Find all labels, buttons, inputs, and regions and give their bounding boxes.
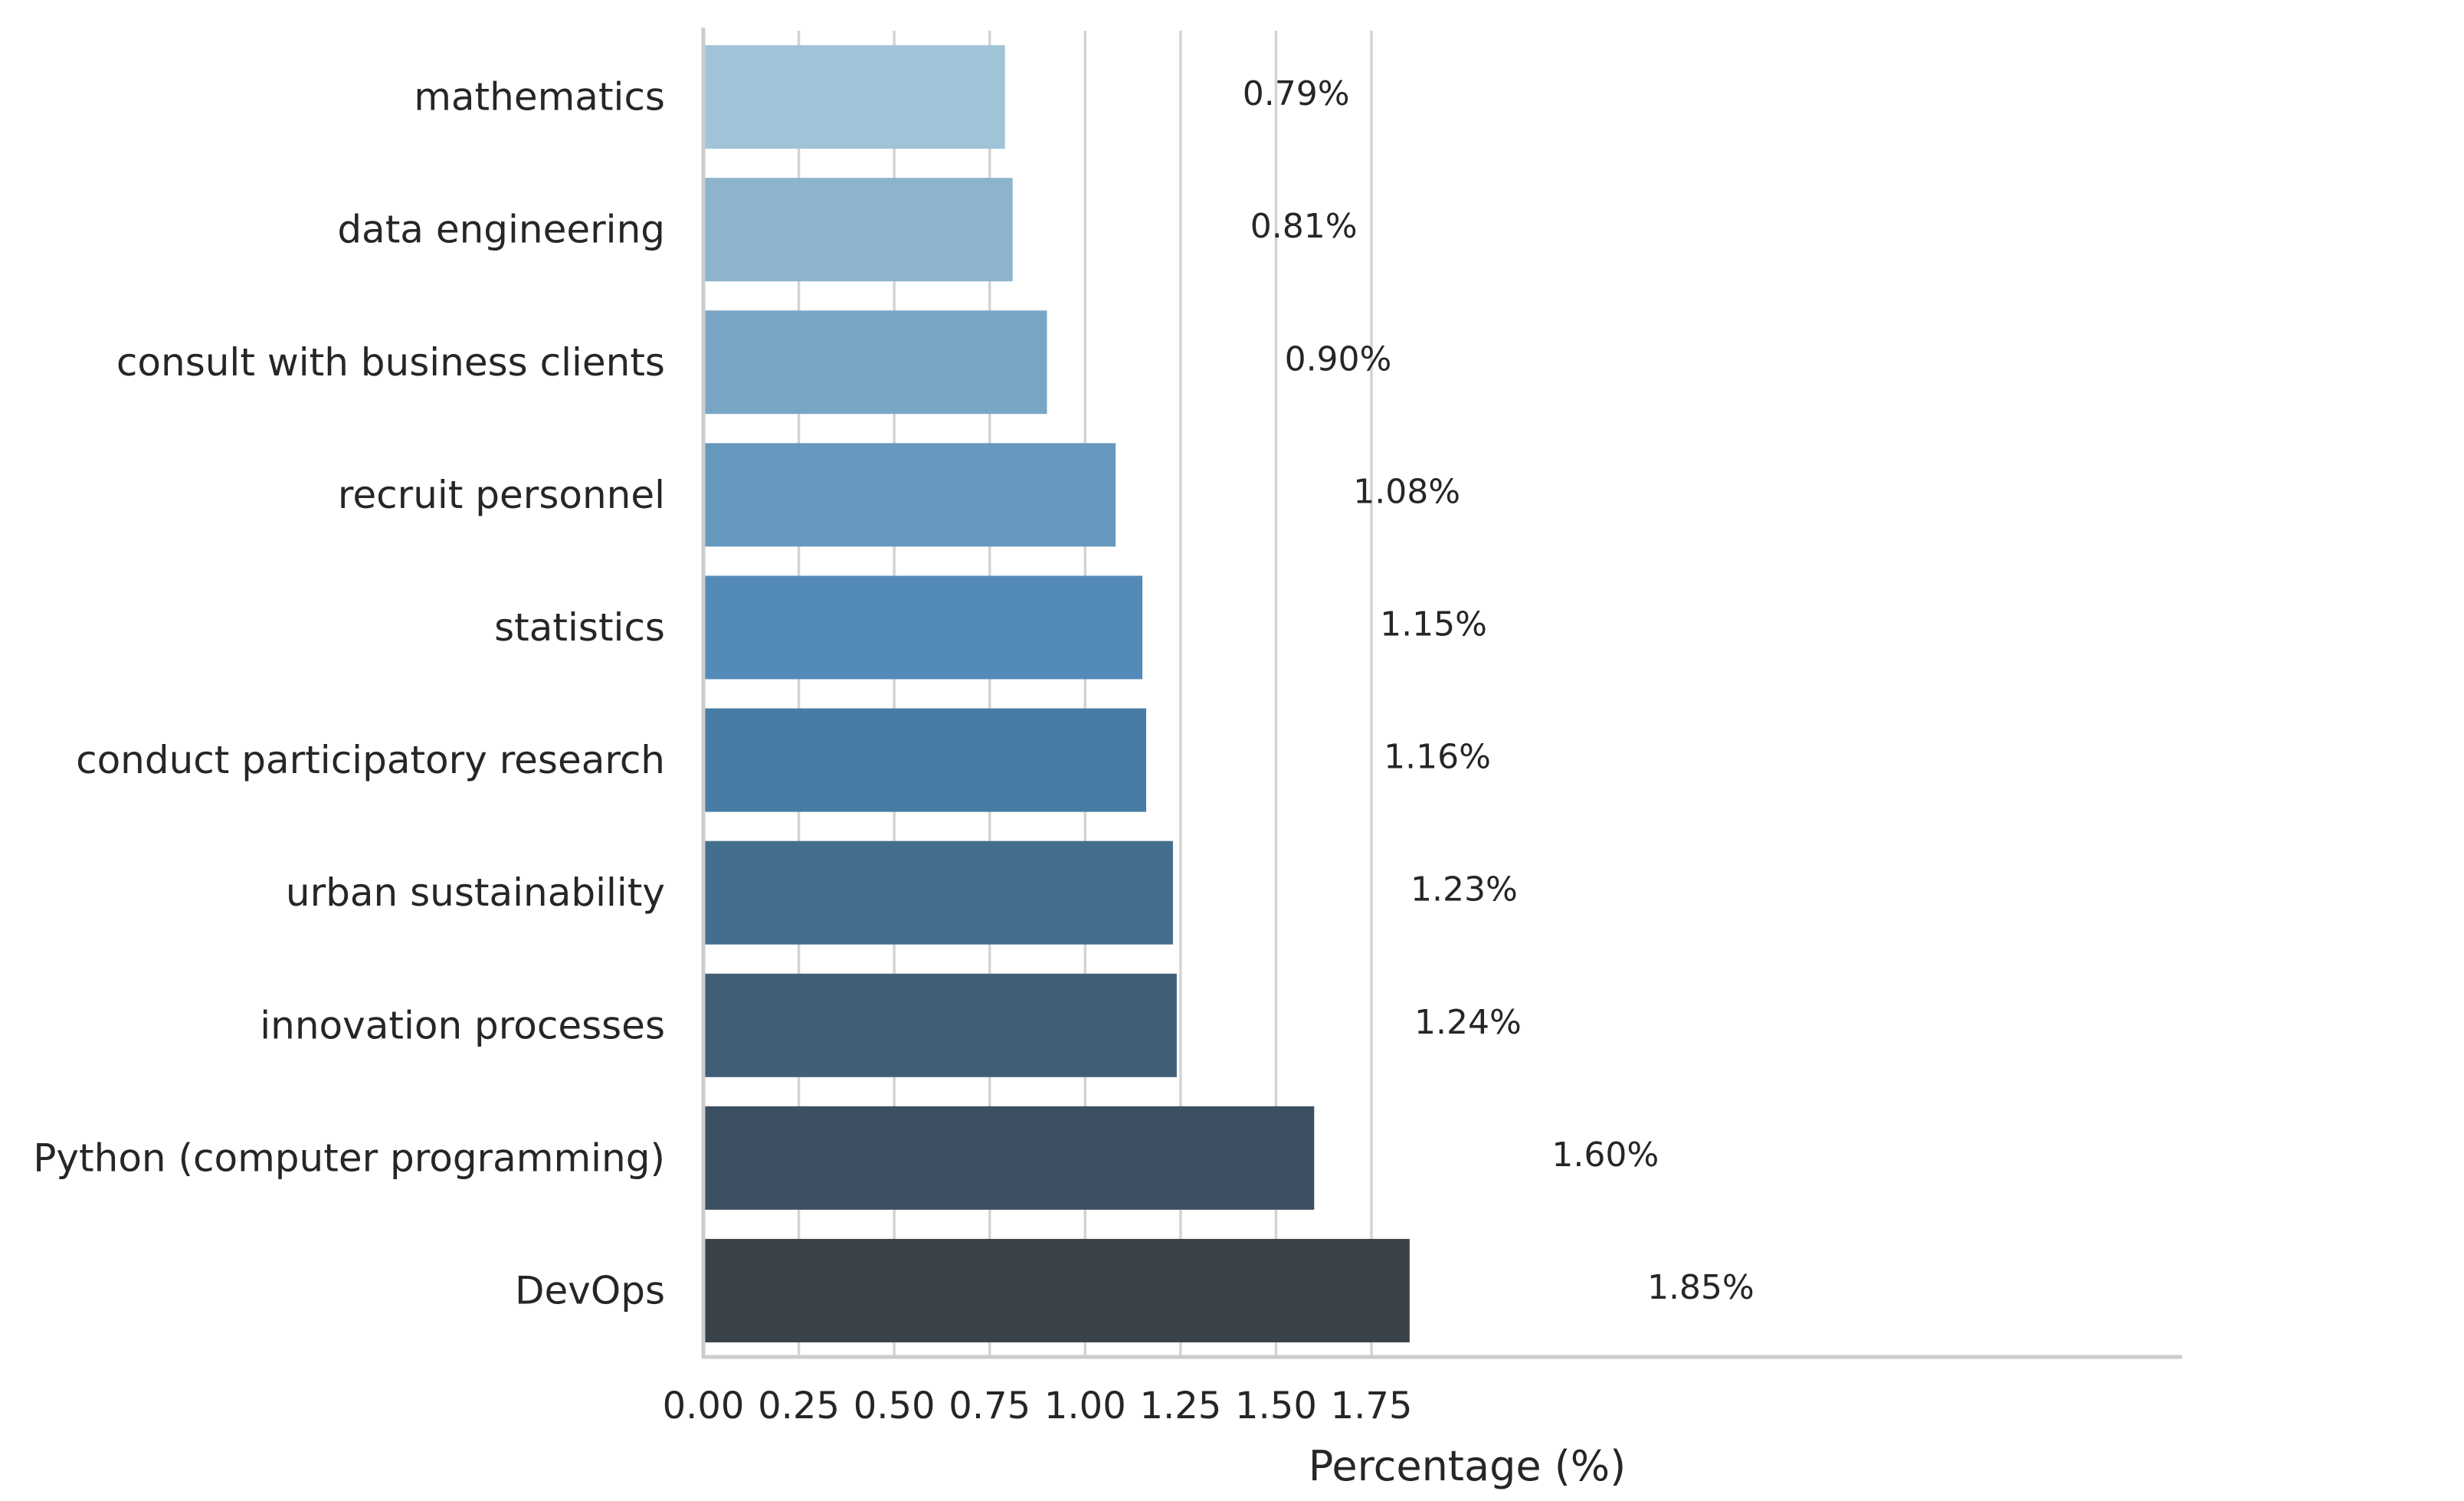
bar (703, 443, 1116, 547)
value-label: 1.15% (1380, 605, 1487, 644)
x-tick-label: 1.25 (1139, 1385, 1221, 1427)
category-label: recruit personnel (338, 473, 665, 517)
bar (703, 310, 1047, 415)
bar (703, 1238, 1410, 1342)
x-tick-label: 0.00 (663, 1385, 745, 1427)
bar (703, 973, 1177, 1077)
x-tick-labels: 0.00 0.25 0.50 0.75 1.00 1.25 1.50 1.75 (663, 1385, 1413, 1427)
category-label: statistics (494, 605, 665, 650)
bar (703, 178, 1013, 282)
x-tick-label: 1.75 (1331, 1385, 1413, 1427)
category-label: data engineering (337, 208, 665, 252)
value-label: 1.08% (1353, 472, 1460, 511)
x-tick-label: 1.00 (1044, 1385, 1126, 1427)
value-label: 1.23% (1411, 870, 1518, 909)
category-label: consult with business clients (116, 340, 665, 385)
value-label: 0.81% (1250, 207, 1358, 246)
x-tick-label: 0.75 (949, 1385, 1030, 1427)
value-label: 1.24% (1414, 1003, 1522, 1042)
category-label: innovation processes (260, 1003, 665, 1047)
bar (703, 708, 1147, 812)
category-labels: mathematics data engineering consult with … (33, 75, 665, 1313)
category-label: conduct participatory research (76, 738, 665, 782)
value-labels: 0.79% 0.81% 0.90% 1.08% 1.15% 1.16% 1.23% 1.24%… (1243, 74, 1755, 1307)
bar (703, 841, 1173, 945)
category-label: DevOps (515, 1268, 665, 1313)
x-tick-label: 1.50 (1235, 1385, 1317, 1427)
category-label: Python (computer programming) (33, 1136, 665, 1180)
value-label: 1.16% (1384, 738, 1491, 777)
axes (701, 28, 2182, 1359)
value-label: 0.90% (1285, 339, 1392, 379)
bar (703, 575, 1143, 680)
bar (703, 45, 1005, 149)
value-label: 1.60% (1551, 1136, 1659, 1175)
value-label: 0.79% (1243, 74, 1350, 113)
value-label: 1.85% (1647, 1268, 1755, 1307)
x-tick-label: 0.25 (758, 1385, 840, 1427)
bars (703, 45, 1410, 1342)
category-label: mathematics (414, 75, 665, 120)
x-tick-label: 0.50 (854, 1385, 935, 1427)
x-axis-title: Percentage (%) (1309, 1442, 1626, 1490)
category-label: urban sustainability (286, 870, 665, 915)
bar (703, 1106, 1315, 1210)
